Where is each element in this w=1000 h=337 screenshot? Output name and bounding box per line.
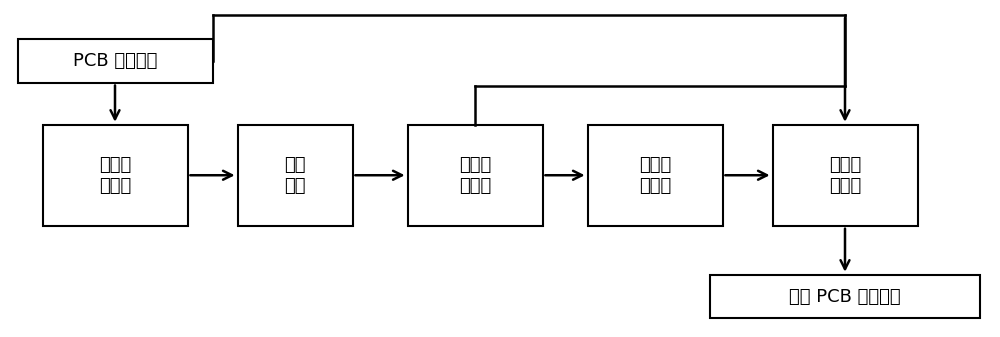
Text: 投影
模块: 投影 模块 <box>284 156 306 195</box>
Text: 角度计
算模块: 角度计 算模块 <box>99 156 131 195</box>
Text: 峰値提
取模块: 峰値提 取模块 <box>459 156 491 195</box>
Bar <box>408 125 542 226</box>
Bar <box>18 39 212 83</box>
Text: 背景过
滤模块: 背景过 滤模块 <box>829 156 861 195</box>
Text: 确定 PCB 区域坐标: 确定 PCB 区域坐标 <box>789 287 901 306</box>
Text: 阈値计
算模块: 阈値计 算模块 <box>639 156 671 195</box>
Bar <box>772 125 918 226</box>
Bar <box>43 125 188 226</box>
Bar <box>710 275 980 318</box>
Bar <box>238 125 352 226</box>
Text: PCB 板灰度图: PCB 板灰度图 <box>73 52 157 70</box>
Bar <box>588 125 722 226</box>
